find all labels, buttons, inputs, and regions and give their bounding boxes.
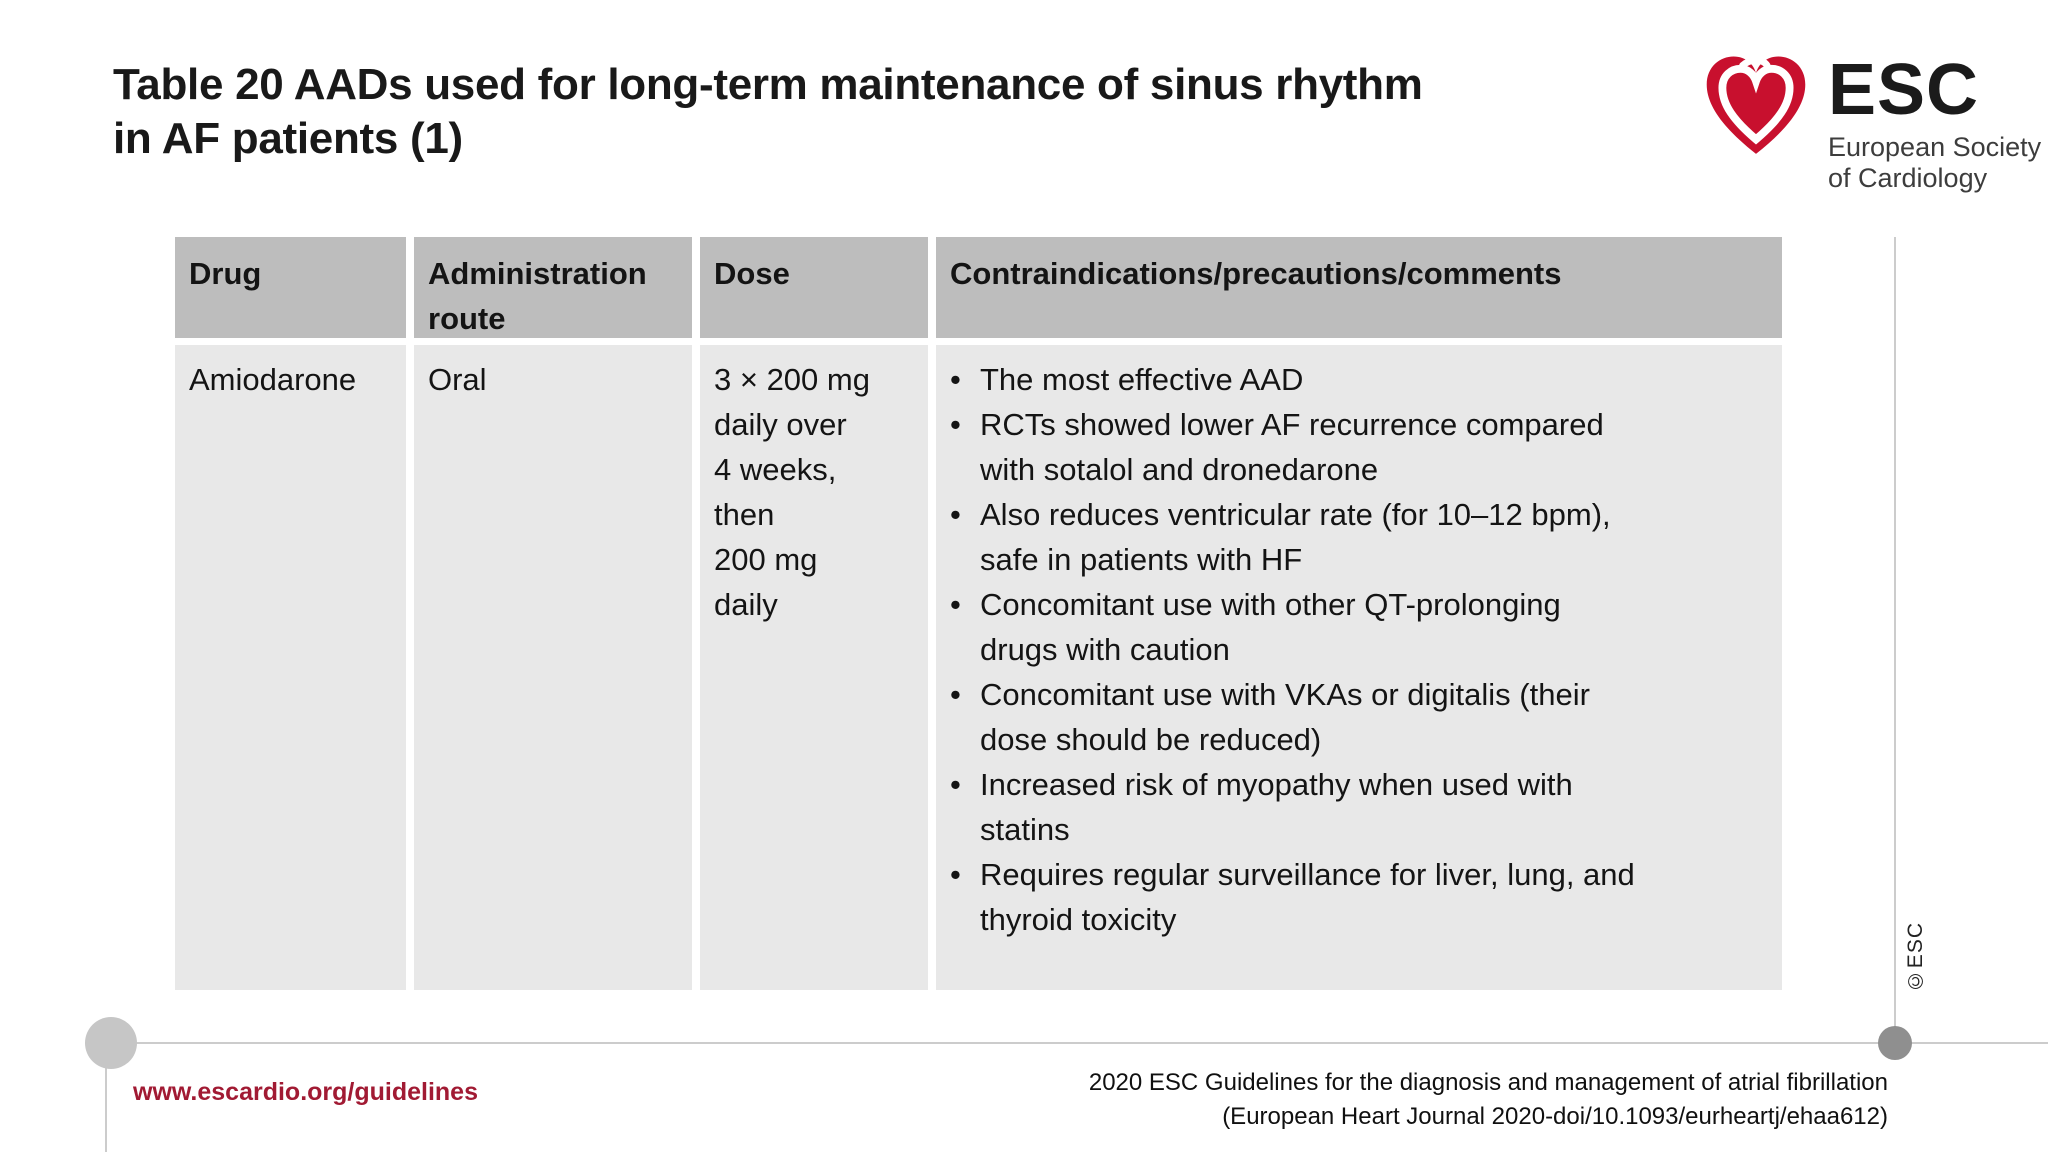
- citation-line1: 2020 ESC Guidelines for the diagnosis an…: [1088, 1069, 1888, 1096]
- contra-bullet-item: • Also reduces ventricular rate (for 10–…: [950, 492, 1758, 582]
- footer-right-circle: [1878, 1026, 1912, 1060]
- esc-logo-acronym: ESC: [1828, 50, 1980, 130]
- bullet-text: Concomitant use with other QT-prolonging…: [980, 587, 1561, 667]
- footer-left-circle: [85, 1017, 137, 1069]
- contra-bullet-item: • Concomitant use with VKAs or digitalis…: [950, 672, 1758, 762]
- bullet-text: Requires regular surveillance for liver,…: [980, 857, 1635, 937]
- cell-dose: 3 × 200 mg daily over 4 weeks, then 200 …: [700, 345, 928, 990]
- aad-table: Drug Administration route Dose Contraind…: [175, 237, 1782, 990]
- left-vertical-divider: [105, 1043, 107, 1152]
- contra-bullet-item: • RCTs showed lower AF recurrence compar…: [950, 402, 1758, 492]
- bullet-marker: •: [950, 677, 961, 712]
- bullet-text: The most effective AAD: [980, 362, 1304, 397]
- bullet-marker: •: [950, 767, 961, 802]
- citation-line2: (European Heart Journal 2020-doi/10.1093…: [1222, 1103, 1888, 1130]
- footer-horizontal-line: [85, 1042, 2048, 1044]
- bullet-text: Concomitant use with VKAs or digitalis (…: [980, 677, 1590, 757]
- citation-text: 2020 ESC Guidelines for the diagnosis an…: [1089, 1066, 1888, 1134]
- contra-bullet-item: • The most effective AAD: [950, 357, 1758, 402]
- esc-logo-text: ESC European Society of Cardiology: [1828, 52, 2041, 194]
- page-title-line2: in AF patients (1): [113, 114, 463, 163]
- bullet-marker: •: [950, 497, 961, 532]
- esc-copyright-label: ©ESC: [1904, 922, 1927, 993]
- bullet-text: RCTs showed lower AF recurrence compared…: [980, 407, 1604, 487]
- esc-logo-subtitle-line2: of Cardiology: [1828, 163, 1988, 193]
- col-header-dose: Dose: [700, 237, 928, 338]
- page-title: Table 20 AADs used for long-term mainten…: [113, 58, 1423, 166]
- esc-logo-subtitle-line1: European Society: [1828, 132, 2042, 162]
- col-header-drug: Drug: [175, 237, 406, 338]
- contra-bullet-item: • Concomitant use with other QT-prolongi…: [950, 582, 1758, 672]
- bullet-text: Also reduces ventricular rate (for 10–12…: [980, 497, 1611, 577]
- bullet-marker: •: [950, 587, 961, 622]
- bullet-marker: •: [950, 362, 961, 397]
- page-title-line1: Table 20 AADs used for long-term mainten…: [113, 60, 1423, 109]
- esc-heart-icon: [1706, 56, 1806, 154]
- guidelines-url-link[interactable]: www.escardio.org/guidelines: [133, 1078, 478, 1106]
- bullet-text: Increased risk of myopathy when used wit…: [980, 767, 1573, 847]
- bullet-marker: •: [950, 857, 961, 892]
- col-header-administration-route: Administration route: [414, 237, 692, 338]
- contra-bullet-item: • Requires regular surveillance for live…: [950, 852, 1758, 942]
- esc-logo-subtitle: European Society of Cardiology: [1828, 132, 2041, 194]
- right-vertical-divider: [1894, 237, 1896, 1043]
- cell-administration-route: Oral: [414, 345, 692, 990]
- esc-logo: ESC European Society of Cardiology: [1700, 52, 2041, 194]
- contra-bullet-item: • Increased risk of myopathy when used w…: [950, 762, 1758, 852]
- cell-contraindications: • The most effective AAD • RCTs showed l…: [936, 345, 1782, 990]
- bullet-marker: •: [950, 407, 961, 442]
- col-header-contraindications: Contraindications/precautions/comments: [936, 237, 1782, 338]
- cell-drug: Amiodarone: [175, 345, 406, 990]
